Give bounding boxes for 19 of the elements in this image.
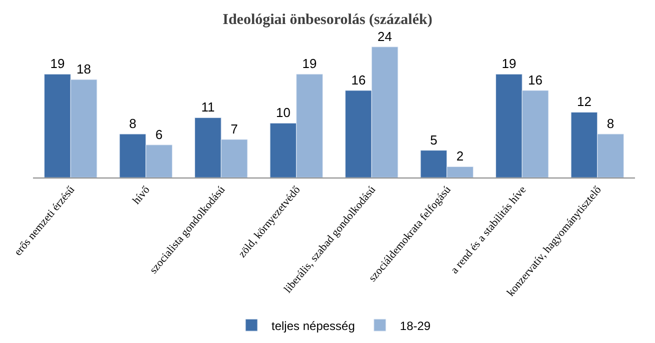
data-label: 6 (155, 126, 163, 142)
data-label: 19 (50, 56, 65, 72)
data-label: 19 (502, 56, 516, 72)
legend-label: teljes népesség (272, 318, 355, 333)
data-label: 5 (430, 132, 438, 148)
data-label: 10 (276, 105, 290, 120)
chart-title: Ideológiai önbesorolás (százalék) (222, 12, 432, 28)
legend-label: 18-29 (400, 318, 431, 333)
data-label: 18 (76, 62, 92, 77)
data-label: 12 (576, 94, 592, 110)
data-label: 8 (129, 116, 136, 132)
data-label: 16 (351, 72, 366, 88)
data-label: 19 (302, 56, 317, 72)
data-label: 2 (456, 148, 464, 164)
data-label: 11 (201, 100, 215, 115)
data-label: 16 (528, 72, 543, 88)
data-label: 7 (230, 121, 238, 136)
data-label: 24 (378, 28, 392, 44)
data-label: 8 (606, 116, 614, 132)
